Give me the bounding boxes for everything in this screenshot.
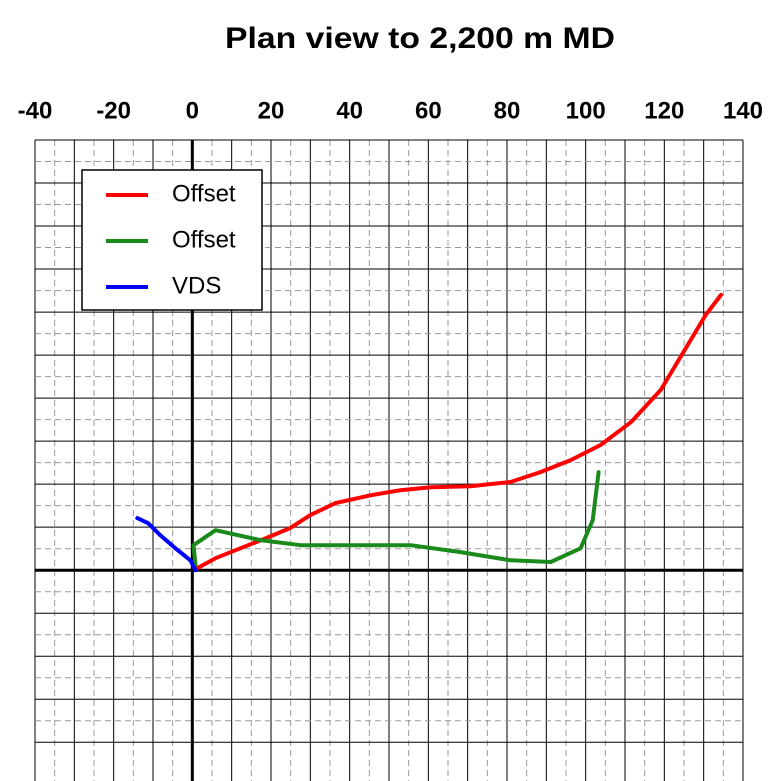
x-tick-label: 100 — [566, 97, 606, 124]
chart-title: Plan view to 2,200 m MD — [225, 22, 615, 55]
x-tick-label: 20 — [258, 97, 285, 124]
legend-label: VDS — [172, 272, 221, 299]
legend: Offset Offset VDS — [81, 169, 263, 311]
x-tick-label: 0 — [186, 97, 199, 124]
x-tick-label: 120 — [644, 97, 684, 124]
x-tick-label: -20 — [96, 97, 131, 124]
x-tick-label: 140 — [723, 97, 763, 124]
x-tick-label: 60 — [415, 97, 442, 124]
series-line — [135, 516, 198, 573]
x-tick-label: 40 — [336, 97, 363, 124]
x-tick-label: 80 — [494, 97, 521, 124]
series-line — [191, 470, 601, 567]
x-tick-label: -40 — [18, 97, 53, 124]
legend-label: Offset — [172, 180, 236, 207]
legend-label: Offset — [172, 226, 236, 253]
series-line — [195, 292, 723, 571]
